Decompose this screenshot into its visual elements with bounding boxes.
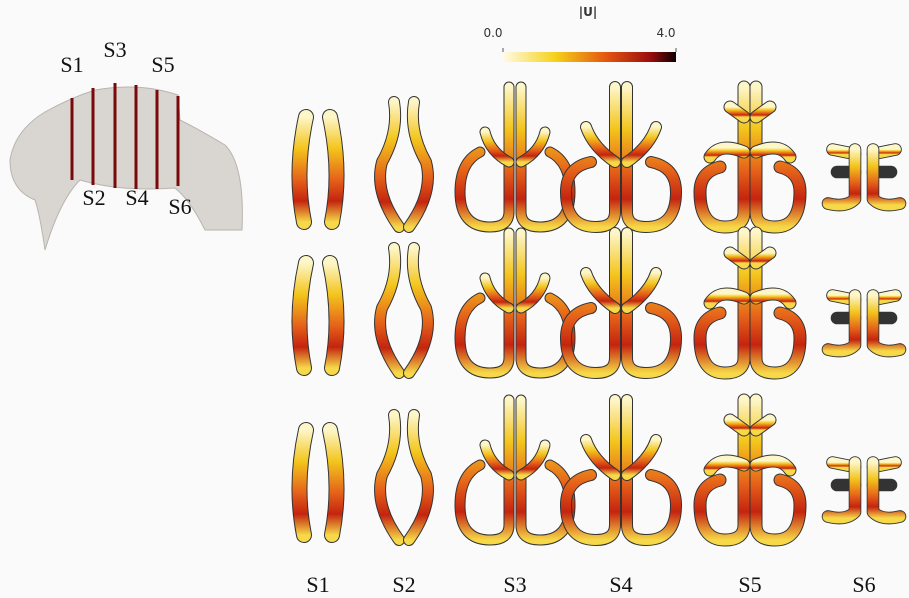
model-label: S4	[125, 185, 148, 210]
column-label: S4	[609, 572, 632, 597]
section-flow	[330, 117, 337, 222]
column-label: S2	[392, 572, 415, 597]
colorbar	[503, 52, 676, 62]
model-label: S6	[168, 194, 191, 219]
cross-section-half	[330, 430, 337, 535]
cross-section-half	[299, 117, 306, 222]
colorbar-tick-label: 4.0	[656, 26, 675, 40]
model-label: S5	[151, 52, 174, 77]
model-label: S3	[103, 37, 126, 62]
cross-section-half	[330, 263, 337, 368]
model-label: S1	[60, 52, 83, 77]
cross-section-half	[299, 430, 306, 535]
column-label: S1	[306, 572, 329, 597]
figure: S1 S2 S3 S4 S5 S6 |U| 0.0 4.0 S1 S2 S3 S4 S5 S6	[0, 0, 909, 598]
section-flow	[299, 263, 306, 368]
colorbar-title: |U|	[579, 5, 598, 19]
column-label: S5	[738, 572, 761, 597]
model-label: S2	[82, 185, 105, 210]
cross-section-half	[299, 263, 306, 368]
column-label: S6	[852, 572, 875, 597]
colorbar-tick-label: 0.0	[483, 26, 502, 40]
section-flow	[330, 430, 337, 535]
section-flow	[299, 430, 306, 535]
column-label: S3	[503, 572, 526, 597]
section-flow	[299, 117, 306, 222]
cross-section-half	[330, 117, 337, 222]
section-flow	[330, 263, 337, 368]
